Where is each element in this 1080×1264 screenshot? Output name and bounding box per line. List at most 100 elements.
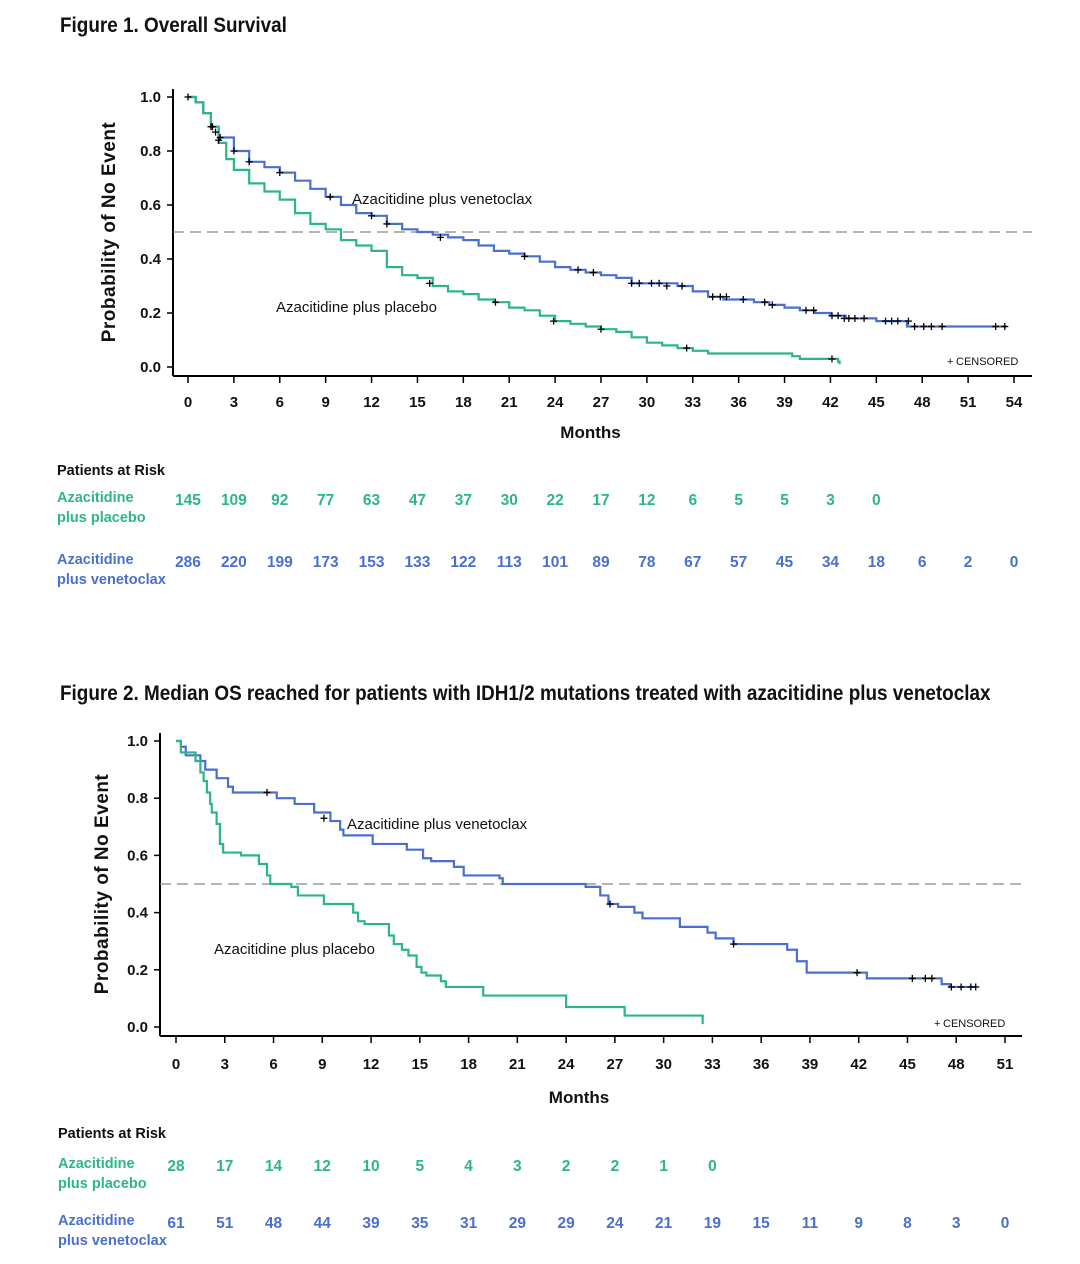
censor-mark-venetoclax [647, 279, 655, 287]
risk-count-placebo: 109 [221, 492, 247, 509]
censor-mark-venetoclax [834, 312, 842, 320]
x-tick-label: 30 [639, 394, 656, 411]
figure-2-risk-table: Patients at Risk Azacitidine plus placebo 2… [58, 1126, 1009, 1249]
risk-count-venetoclax: 0 [1001, 1215, 1010, 1232]
series-label-venetoclax: Azacitidine plus venetoclax [347, 816, 528, 833]
y-tick-label: 0.8 [140, 143, 161, 160]
risk-count-venetoclax: 21 [655, 1215, 673, 1232]
risk-count-venetoclax: 19 [704, 1215, 722, 1232]
risk-count-venetoclax: 199 [267, 554, 293, 571]
censor-mark-venetoclax [957, 983, 965, 991]
risk-count-venetoclax: 6 [918, 554, 927, 571]
risk-count-venetoclax: 133 [405, 554, 431, 571]
y-tick-label: 0.0 [127, 1019, 148, 1036]
risk-count-placebo: 77 [317, 492, 334, 509]
censor-mark-venetoclax [938, 323, 946, 330]
y-tick-label: 0.2 [140, 305, 161, 322]
risk-count-venetoclax: 39 [362, 1215, 380, 1232]
censor-mark-venetoclax [663, 282, 671, 290]
patients-at-risk-heading: Patients at Risk [58, 1126, 167, 1142]
series-label-placebo: Azacitidine plus placebo [214, 941, 375, 958]
censor-mark-placebo [550, 317, 558, 325]
censor-mark-venetoclax [904, 317, 912, 325]
censor-mark-venetoclax [947, 983, 955, 991]
censor-mark-venetoclax [655, 279, 663, 287]
risk-count-venetoclax: 45 [776, 554, 794, 571]
y-axis-title: Probability of No Event [92, 774, 113, 995]
risk-count-placebo: 17 [216, 1158, 233, 1175]
risk-count-venetoclax: 9 [854, 1215, 863, 1232]
censor-mark-venetoclax [212, 128, 220, 136]
censor-mark-venetoclax [230, 147, 238, 155]
figure-2-axes: 0.00.20.40.60.81.00 3 6 9 12 15 18 21 24 27 30 33 36… [92, 733, 1022, 1107]
censor-mark-venetoclax [245, 158, 253, 166]
censor-mark-placebo [683, 344, 691, 352]
risk-count-venetoclax: 15 [753, 1215, 771, 1232]
km-curve-placebo [176, 739, 704, 1025]
censor-mark-venetoclax [276, 169, 284, 177]
figure-1-censor-marks [184, 93, 1009, 363]
risk-count-venetoclax: 101 [542, 554, 568, 571]
censor-mark-venetoclax [368, 212, 376, 220]
risk-count-placebo: 145 [175, 492, 201, 509]
risk-count-venetoclax: 29 [509, 1215, 527, 1232]
risk-count-placebo: 37 [455, 492, 472, 509]
y-tick-label: 0.4 [127, 905, 149, 922]
censor-mark-venetoclax [383, 220, 391, 228]
risk-row-name-placebo-line2: plus placebo [57, 510, 146, 526]
risk-count-venetoclax: 35 [411, 1215, 429, 1232]
risk-count-placebo: 12 [314, 1158, 331, 1175]
risk-count-venetoclax: 34 [822, 554, 840, 571]
y-axis-title: Probability of No Event [99, 122, 120, 343]
x-tick-label: 21 [509, 1056, 526, 1073]
figure-1-labels: Azacitidine plus venetoclax Azacitidine p… [276, 191, 1018, 368]
risk-count-placebo: 0 [872, 492, 881, 509]
x-axis-title: Months [549, 1088, 609, 1107]
censor-mark-venetoclax [992, 323, 1000, 330]
x-tick-label: 42 [822, 394, 839, 411]
risk-count-venetoclax: 2 [964, 554, 973, 571]
risk-count-placebo: 5 [416, 1158, 425, 1175]
figure-2-censor-marks [263, 788, 980, 991]
censor-mark-placebo [491, 298, 499, 306]
censor-mark-venetoclax [882, 317, 890, 325]
risk-count-placebo: 3 [826, 492, 835, 509]
risk-count-venetoclax: 173 [313, 554, 339, 571]
risk-count-venetoclax: 29 [557, 1215, 575, 1232]
risk-count-venetoclax: 286 [175, 554, 201, 571]
censor-mark-venetoclax [921, 974, 929, 982]
risk-count-venetoclax: 78 [638, 554, 656, 571]
censor-mark-venetoclax [851, 314, 859, 322]
censor-mark-venetoclax [709, 293, 717, 301]
figure-1-chart: 0.00.20.40.60.81.00 3 6 9 12 15 18 21 24 27 30 33 36… [57, 89, 1032, 588]
censor-mark-placebo [828, 355, 836, 363]
risk-count-venetoclax: 24 [606, 1215, 624, 1232]
censor-mark-venetoclax [521, 252, 529, 260]
censor-mark-venetoclax [860, 314, 868, 322]
x-tick-label: 42 [850, 1056, 867, 1073]
censor-mark-venetoclax [928, 974, 936, 982]
censor-mark-venetoclax [927, 323, 935, 330]
y-tick-label: 0.6 [140, 197, 161, 214]
x-tick-label: 36 [730, 394, 747, 411]
risk-count-placebo: 92 [271, 492, 288, 509]
risk-count-venetoclax: 122 [450, 554, 476, 571]
y-tick-label: 0.8 [127, 790, 148, 807]
figure-1-axes: 0.00.20.40.60.81.00 3 6 9 12 15 18 21 24 27 30 33 36… [99, 89, 1032, 442]
x-tick-label: 6 [276, 394, 284, 411]
y-tick-label: 0.2 [127, 962, 148, 979]
risk-count-venetoclax: 18 [868, 554, 886, 571]
x-tick-label: 27 [593, 394, 610, 411]
x-tick-label: 3 [221, 1056, 229, 1073]
risk-row-name-venetoclax-line2: plus venetoclax [57, 572, 166, 588]
figure-1-curves [188, 95, 1007, 365]
x-tick-label: 12 [363, 1056, 380, 1073]
y-tick-label: 0.6 [127, 847, 148, 864]
risk-count-venetoclax: 61 [167, 1215, 185, 1232]
x-tick-label: 18 [460, 1056, 477, 1073]
risk-count-venetoclax: 31 [460, 1215, 478, 1232]
x-tick-label: 12 [363, 394, 380, 411]
censor-mark-venetoclax [911, 323, 919, 330]
x-tick-label: 33 [684, 394, 701, 411]
risk-count-placebo: 12 [638, 492, 655, 509]
